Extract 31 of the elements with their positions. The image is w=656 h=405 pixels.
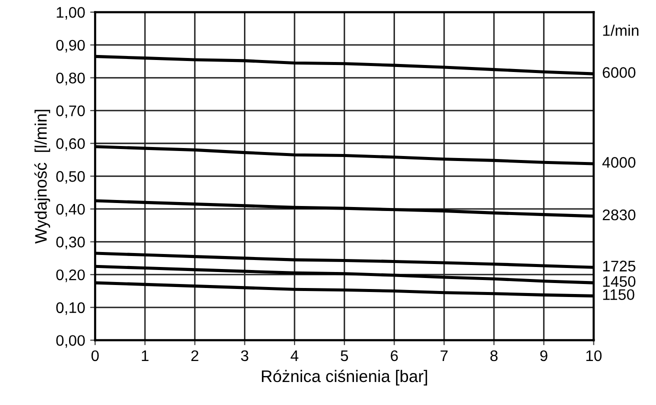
y-tick-label: 0,70: [56, 105, 85, 118]
x-tick-label: 8: [490, 350, 498, 362]
x-tick-label: 3: [241, 350, 248, 362]
x-tick-label: 5: [340, 350, 348, 362]
x-tick-label: 10: [586, 350, 602, 362]
y-tick-label: 0,00: [56, 335, 85, 348]
series-label: 1725: [603, 260, 636, 272]
series-label: 2830: [602, 209, 636, 220]
x-tick-label: 6: [390, 350, 398, 362]
legend-title: 1/min: [603, 24, 638, 36]
series-label: 6000: [602, 67, 636, 78]
x-axis-title: Różnica ciśnienia [bar]: [262, 370, 428, 386]
x-tick-label: 9: [540, 350, 548, 362]
y-tick-label: 0,10: [56, 302, 85, 315]
x-tick-label: 2: [191, 350, 198, 361]
x-tick-label: 1: [142, 350, 148, 361]
y-tick-label: 0,50: [56, 171, 85, 184]
y-tick-label: 0,60: [56, 138, 85, 151]
x-tick-label: 4: [290, 350, 298, 361]
y-tick-label: 0,30: [56, 236, 85, 250]
y-tick-label: 0,80: [56, 72, 85, 86]
series-label: 1150: [603, 289, 634, 300]
y-tick-label: 1,00: [56, 7, 85, 20]
series-label: 1450: [603, 276, 636, 287]
y-tick-label: 0,40: [56, 204, 85, 216]
series-label: 4000: [602, 156, 636, 168]
x-tick-label: 7: [440, 350, 448, 361]
y-tick-label: 0,90: [56, 40, 85, 52]
y-tick-label: 0,20: [56, 269, 85, 282]
x-tick-label: 0: [91, 350, 99, 362]
y-axis-title: Wydajność [l/min]: [34, 110, 50, 244]
